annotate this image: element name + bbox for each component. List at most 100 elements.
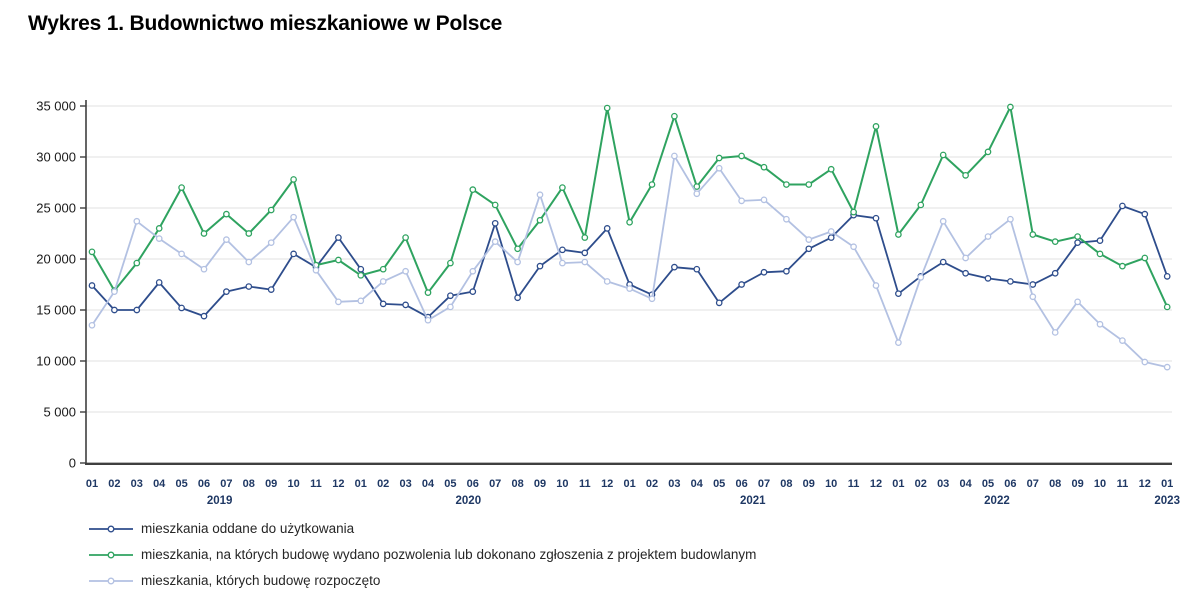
month-label: 08: [780, 478, 792, 490]
month-label: 07: [758, 478, 770, 490]
month-label: 11: [310, 478, 322, 490]
month-label: 07: [220, 478, 232, 490]
data-point-marker: [290, 213, 297, 221]
month-label: 12: [870, 478, 882, 490]
data-point-marker: [536, 262, 544, 270]
data-point-marker: [111, 288, 118, 295]
data-point-marker: [469, 267, 477, 275]
chart-title: Wykres 1. Budownictwo mieszkaniowe w Pol…: [28, 12, 503, 35]
data-point-marker: [1007, 278, 1014, 285]
month-label: 07: [1027, 478, 1039, 490]
data-point-marker: [895, 339, 902, 346]
month-label: 05: [713, 478, 725, 490]
data-point-marker: [693, 190, 701, 198]
month-label: 06: [735, 478, 747, 490]
month-label: 10: [287, 478, 299, 490]
data-point-marker: [1051, 329, 1059, 336]
month-label: 05: [444, 478, 456, 490]
year-label: 2019: [207, 495, 233, 507]
data-point-marker: [1051, 238, 1059, 246]
month-label: 02: [108, 478, 120, 490]
data-point-marker: [603, 225, 611, 232]
data-point-marker: [805, 245, 813, 253]
data-point-marker: [626, 218, 633, 226]
data-point-marker: [559, 246, 566, 254]
data-point-marker: [1074, 233, 1081, 240]
legend-label-completed: mieszkania oddane do użytkowania: [141, 521, 355, 536]
data-point-marker: [290, 250, 297, 258]
data-point-marker: [1119, 262, 1126, 270]
data-point-marker: [357, 297, 365, 305]
data-point-marker: [88, 282, 96, 289]
data-point-marker: [626, 285, 633, 292]
legend-item-permits: mieszkania, na których budowę wydano poz…: [88, 545, 756, 564]
data-point-marker: [357, 271, 365, 279]
series-0: [88, 202, 1171, 321]
data-point-marker: [424, 289, 432, 297]
month-label: 06: [467, 478, 479, 490]
data-point-marker: [783, 181, 790, 188]
month-label: 03: [399, 478, 411, 490]
data-point-marker: [1096, 320, 1104, 328]
data-point-marker: [447, 303, 454, 311]
data-point-marker: [648, 295, 656, 303]
data-point-marker: [827, 234, 835, 241]
month-label: 04: [691, 478, 704, 490]
gridlines: [86, 105, 1172, 413]
data-point-marker: [872, 282, 880, 289]
data-point-marker: [581, 258, 589, 266]
data-point-marker: [290, 176, 297, 183]
y-axis-tick-label: 0: [69, 456, 76, 471]
data-point-marker: [223, 288, 230, 295]
month-label: 11: [848, 478, 860, 490]
month-label: 03: [131, 478, 143, 490]
data-point-marker: [559, 184, 566, 191]
data-point-marker: [962, 172, 969, 179]
data-point-marker: [379, 278, 387, 285]
line-chart: 0 5 000 10 000 15 000 20 000 25 000 30 000 35 0…: [36, 99, 1180, 508]
data-point-marker: [805, 236, 813, 243]
y-axis-tick-label: 5 000: [43, 405, 76, 420]
month-label: 11: [579, 478, 591, 490]
month-label: 01: [1161, 478, 1173, 490]
legend-line-marker-icon: [89, 551, 133, 558]
data-point-marker: [559, 259, 566, 267]
data-point-marker: [178, 184, 185, 191]
data-point-marker: [648, 181, 656, 188]
legend-item-started: mieszkania, których budowę rozpoczęto: [88, 571, 756, 590]
data-point-marker: [491, 219, 499, 227]
month-label: 01: [623, 478, 635, 490]
y-axis-tick-label: 30 000: [36, 150, 76, 165]
data-point-marker: [1119, 202, 1126, 210]
data-point-marker: [917, 274, 925, 281]
data-point-marker: [200, 312, 208, 320]
month-label: 09: [265, 478, 277, 490]
data-point-marker: [1163, 363, 1171, 371]
data-point-marker: [917, 201, 925, 209]
data-point-marker: [984, 233, 992, 240]
data-point-marker: [514, 258, 521, 266]
data-point-marker: [984, 275, 992, 282]
data-point-marker: [335, 234, 342, 241]
data-point-marker: [715, 299, 723, 307]
series-1: [88, 103, 1171, 311]
data-point-marker: [738, 281, 745, 288]
data-point-marker: [671, 152, 678, 160]
data-point-marker: [962, 269, 969, 277]
month-label: 12: [1139, 478, 1151, 490]
data-point-marker: [469, 288, 477, 295]
data-point-marker: [245, 258, 253, 266]
data-point-marker: [603, 278, 611, 285]
month-label: 06: [198, 478, 210, 490]
y-axis-tick-label: 20 000: [36, 252, 76, 267]
month-label: 11: [1117, 478, 1129, 490]
month-label: 10: [825, 478, 837, 490]
legend-item-completed: mieszkania oddane do użytkowania: [88, 519, 756, 538]
data-point-marker: [693, 183, 701, 190]
data-point-marker: [1074, 239, 1081, 247]
data-point-marker: [536, 191, 544, 199]
data-point-marker: [1051, 269, 1059, 277]
month-label: 08: [511, 478, 523, 490]
month-label: 10: [1094, 478, 1106, 490]
